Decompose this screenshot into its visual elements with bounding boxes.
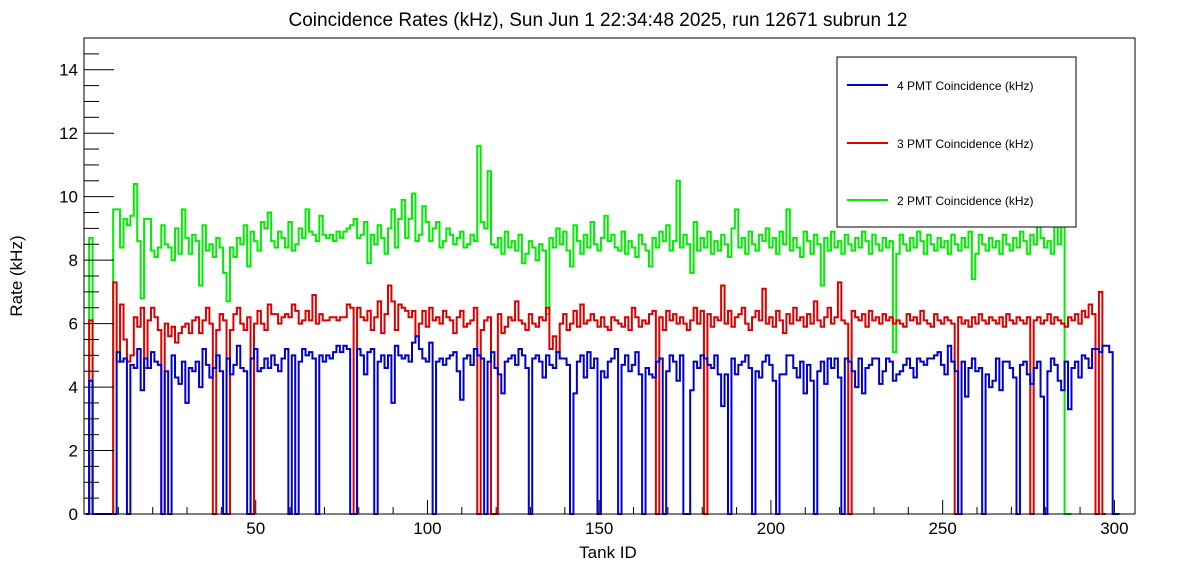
legend-label-2pmt: 2 PMT Coincidence (kHz) <box>897 194 1034 208</box>
chart-title: Coincidence Rates (kHz), Sun Jun 1 22:34… <box>289 10 908 31</box>
y-tick-label: 4 <box>69 378 78 397</box>
legend: 4 PMT Coincidence (kHz) 3 PMT Coincidenc… <box>836 56 1077 228</box>
y-axis-label: Rate (kHz) <box>7 235 26 316</box>
y-tick-label: 6 <box>69 315 78 334</box>
x-axis-label: Tank ID <box>579 543 637 562</box>
x-tick-label: 100 <box>413 519 441 538</box>
legend-label-4pmt: 4 PMT Coincidence (kHz) <box>897 79 1034 93</box>
y-tick-label: 10 <box>59 188 78 207</box>
y-tick-label: 14 <box>59 61 78 80</box>
y-tick-label: 12 <box>59 124 78 143</box>
series-line-2pmt <box>85 144 1072 515</box>
y-tick-label: 0 <box>69 505 78 524</box>
x-tick-label: 250 <box>928 519 956 538</box>
legend-label-3pmt: 3 PMT Coincidence (kHz) <box>897 137 1034 151</box>
x-tick-label: 200 <box>757 519 785 538</box>
y-axis: 0 2 4 6 8 10 12 14 <box>59 37 114 524</box>
series-layer <box>85 144 1120 515</box>
series-line-4pmt <box>85 335 1120 515</box>
y-tick-label: 2 <box>69 442 78 461</box>
x-axis: 50 100 150 200 250 300 <box>83 500 1129 538</box>
y-tick-label: 8 <box>69 251 78 270</box>
x-tick-label: 300 <box>1100 519 1128 538</box>
series-line-3pmt <box>85 281 1106 515</box>
x-tick-label: 150 <box>585 519 613 538</box>
x-tick-label: 50 <box>246 519 265 538</box>
